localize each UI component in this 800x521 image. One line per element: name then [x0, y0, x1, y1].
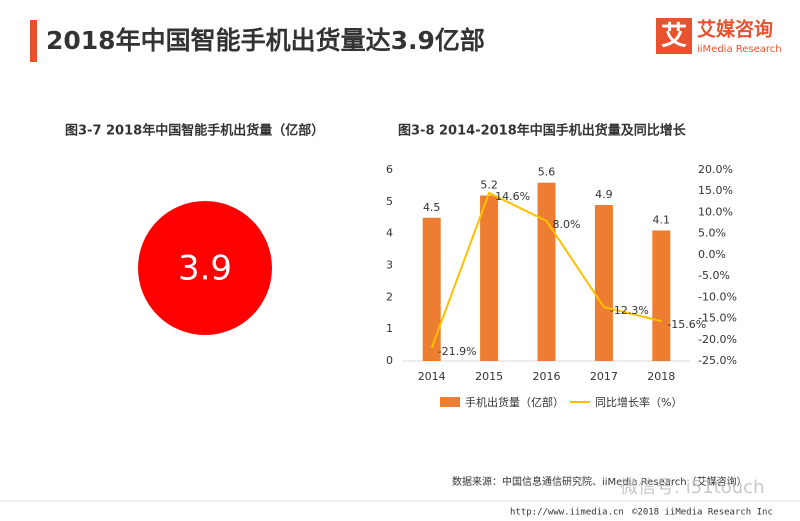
line-value-label: 14.6%	[495, 190, 530, 203]
source-note: 数据来源：中国信息通信研究院、iiMedia Research（艾媒咨询）	[452, 475, 747, 488]
y2-tick-label: 0.0%	[698, 248, 726, 261]
legend-swatch	[440, 397, 460, 407]
bar-value-label: 4.1	[653, 213, 671, 226]
x-tick-label: 2017	[590, 370, 618, 383]
metric-circle	[138, 201, 272, 335]
bar	[480, 195, 499, 361]
y2-tick-label: -15.0%	[698, 312, 737, 325]
line-value-label: -21.9%	[438, 345, 477, 358]
logo-box	[656, 18, 692, 54]
y2-tick-label: -5.0%	[698, 269, 730, 282]
watermark: 微信号: i51touch	[620, 477, 764, 498]
line-series	[430, 191, 662, 349]
y2-tick-label: -10.0%	[698, 290, 737, 303]
bar	[537, 182, 556, 361]
y-tick-label: 3	[386, 259, 393, 272]
y-tick-label: 4	[386, 227, 393, 240]
page-title: 2018年中国智能手机出货量达3.9亿部	[46, 26, 485, 55]
legend-label: 同比增长率（%）	[595, 395, 682, 409]
logo-mark: 艾	[661, 22, 687, 52]
y2-tick-label: 20.0%	[698, 163, 733, 176]
bar	[594, 205, 613, 361]
legend-label: 手机出货量（亿部）	[465, 395, 564, 409]
y-tick-label: 2	[386, 290, 393, 303]
line-value-label: -15.6%	[667, 318, 706, 331]
title-accent	[30, 20, 37, 62]
chart-title: 图3-8 2014-2018年中国手机出货量及同比增长	[398, 123, 687, 139]
y-tick-label: 1	[386, 322, 393, 335]
bar	[652, 230, 671, 361]
y-tick-label: 5	[386, 195, 393, 208]
x-tick-label: 2015	[475, 370, 503, 383]
metric-value: 3.9	[178, 249, 232, 289]
bar-value-label: 4.9	[595, 188, 613, 201]
x-tick-label: 2018	[647, 370, 675, 383]
y2-tick-label: 15.0%	[698, 184, 733, 197]
y2-tick-label: -25.0%	[698, 354, 737, 367]
line-value-label: 8.0%	[553, 218, 581, 231]
x-tick-label: 2014	[418, 370, 446, 383]
chart-title: 图3-7 2018年中国智能手机出货量（亿部）	[65, 123, 324, 139]
bar-value-label: 5.6	[538, 166, 556, 179]
y-tick-label: 0	[386, 354, 393, 367]
y2-tick-label: -20.0%	[698, 333, 737, 346]
y-tick-label: 6	[386, 163, 393, 176]
logo-text: 艾媒咨询	[697, 18, 773, 41]
bar	[422, 217, 441, 361]
y2-tick-label: 5.0%	[698, 227, 726, 240]
bar-value-label: 4.5	[423, 201, 441, 214]
line-value-label: -12.3%	[610, 304, 649, 317]
bar-value-label: 5.2	[480, 178, 498, 191]
logo-subtext: iiMedia Research	[697, 44, 782, 55]
footer-url: http://www.iimedia.cn	[510, 508, 624, 518]
x-tick-label: 2016	[533, 370, 561, 383]
y2-tick-label: 10.0%	[698, 205, 733, 218]
footer-copyright: ©2018 iiMedia Research Inc	[632, 508, 773, 518]
